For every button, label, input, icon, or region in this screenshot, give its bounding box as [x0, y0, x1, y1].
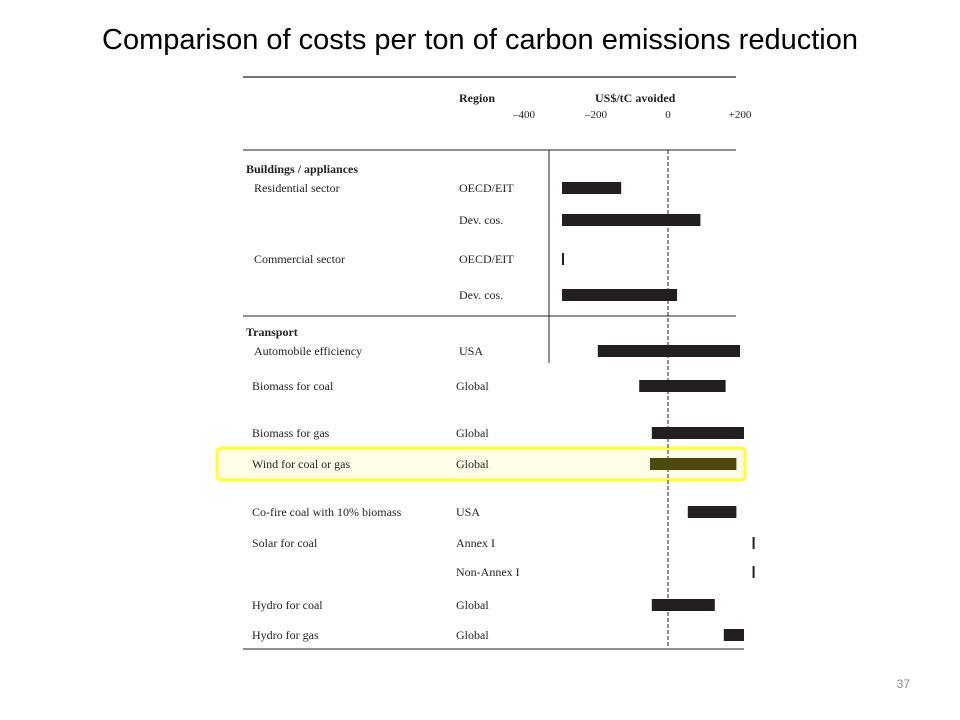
x-tick-label: –200 [584, 109, 608, 121]
row-category-label: Hydro for gas [252, 628, 319, 642]
highlight-box-rect [215, 446, 747, 482]
row-region-label: Dev. cos. [459, 288, 503, 302]
row-region-label: Global [456, 598, 489, 612]
row-category-label: Biomass for gas [252, 426, 330, 440]
row-region-label: Dev. cos. [459, 213, 503, 227]
section-heading: Transport [246, 325, 298, 339]
cost-range-bar [687, 506, 737, 518]
cost-range-bar [562, 214, 701, 226]
row-region-label: USA [459, 344, 483, 358]
chart-row: Dev. cos. [459, 288, 677, 302]
slide-title: Comparison of costs per ton of carbon em… [102, 24, 858, 56]
chart-row: Automobile efficiency USA [254, 344, 740, 358]
row-category-label: Residential sector [254, 181, 340, 195]
x-tick-labels: –400 –200 0 +200 [512, 109, 752, 121]
cost-range-bar [651, 427, 744, 439]
cost-range-bar [562, 253, 564, 265]
section-heading: Buildings / appliances [246, 162, 358, 176]
row-category-label: Solar for coal [252, 536, 318, 550]
column-headers: Region US$/tC avoided [459, 91, 676, 105]
chart-row: Biomass for gas Global [252, 426, 744, 440]
cost-range-bar [597, 345, 740, 357]
chart-frame [243, 76, 744, 650]
row-region-label: Global [456, 426, 489, 440]
cost-range-bar [562, 182, 622, 194]
chart-row: Dev. cos. [459, 213, 701, 227]
row-category-label: Automobile efficiency [254, 344, 362, 358]
row-category-label: Commercial sector [254, 252, 345, 266]
chart-row: Hydro for coal Global [252, 598, 715, 612]
region-column-header: Region [459, 91, 495, 105]
cost-range-bar [639, 380, 726, 392]
chart-row: Wind for coal or gas Global [252, 457, 737, 471]
page-number: 37 [896, 677, 910, 691]
row-region-label: Global [456, 457, 489, 471]
row-region-label: USA [456, 505, 480, 519]
x-tick-label: –400 [512, 109, 536, 121]
row-category-label: Co-fire coal with 10% biomass [252, 505, 402, 519]
chart-row: Biomass for coal Global [252, 379, 726, 393]
row-category-label: Hydro for coal [252, 598, 323, 612]
cost-range-bar [752, 566, 755, 578]
chart-row: Solar for coal Annex I [252, 536, 755, 550]
row-category-label: Wind for coal or gas [252, 457, 350, 471]
x-tick-label: 0 [665, 109, 671, 121]
chart-row: Co-fire coal with 10% biomass USA [252, 505, 737, 519]
unit-column-header: US$/tC avoided [595, 91, 676, 105]
row-region-label: Global [456, 628, 489, 642]
highlight-box [215, 446, 747, 482]
cost-range-bar [650, 458, 737, 470]
row-region-label: Annex I [456, 536, 495, 550]
chart-row: Non-Annex I [456, 565, 755, 579]
cost-range-bar [752, 537, 755, 549]
row-region-label: Non-Annex I [456, 565, 520, 579]
row-region-label: Global [456, 379, 489, 393]
chart-rows: Buildings / appliances Transport Residenti… [246, 162, 755, 642]
cost-range-bar [723, 629, 744, 641]
cost-range-bar [651, 599, 715, 611]
row-region-label: OECD/EIT [459, 181, 514, 195]
chart-row: Hydro for gas Global [252, 628, 744, 642]
x-tick-label: +200 [729, 109, 752, 121]
row-category-label: Biomass for coal [252, 379, 334, 393]
chart-row: Commercial sector OECD/EIT [254, 252, 564, 266]
row-region-label: OECD/EIT [459, 252, 514, 266]
cost-range-bar [562, 289, 677, 301]
chart-row: Residential sector OECD/EIT [254, 181, 622, 195]
